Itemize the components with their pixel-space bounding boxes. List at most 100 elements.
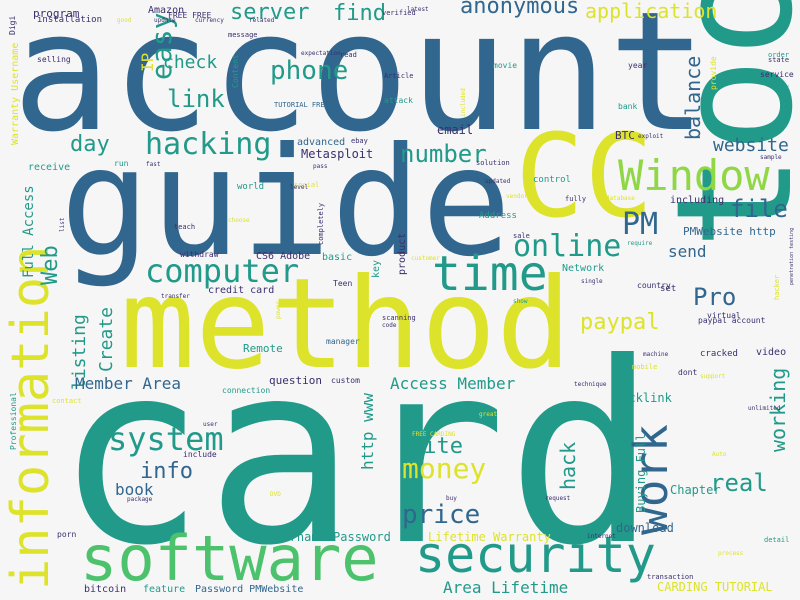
word-metasploit: Metasploit: [301, 147, 374, 161]
word-support: support: [700, 373, 726, 380]
word-cc: CC: [515, 110, 654, 244]
word-fully: fully: [565, 195, 587, 203]
word-dont: dont: [678, 368, 698, 377]
word-user: user: [203, 421, 218, 428]
word-question: question: [269, 374, 322, 387]
word-paypal-account: paypal account: [698, 316, 766, 325]
word-request: request: [545, 495, 571, 502]
word-article: Article: [384, 72, 414, 80]
word-number: number: [400, 140, 487, 168]
word-latest: latest: [407, 6, 429, 13]
word-solution: solution: [476, 159, 510, 167]
word-code: code: [382, 322, 397, 329]
word-transaction: transaction: [647, 573, 694, 581]
word-provide: provide: [709, 56, 718, 90]
word-internet: internet: [587, 533, 616, 540]
word-auto: Auto: [712, 451, 727, 458]
word-choose: choose: [228, 217, 250, 224]
word-email: email: [437, 123, 474, 137]
word-great: great: [479, 411, 498, 418]
word-amazon: Amazon: [148, 5, 185, 16]
word-link: link: [167, 85, 225, 113]
word-machine: machine: [643, 351, 669, 358]
word-video: video: [756, 347, 787, 358]
word-hack: hack: [556, 441, 580, 490]
word-cs6-adobe: CS6 Adobe: [256, 251, 311, 262]
word-server: server: [230, 0, 310, 25]
word-dvd: DVD: [270, 491, 281, 498]
word-hacking: hacking: [145, 127, 272, 162]
word-require: require: [627, 240, 653, 247]
word-update: update: [154, 17, 176, 24]
word-download: download: [616, 521, 674, 535]
word-key: key: [371, 259, 382, 278]
word-including: including: [670, 195, 725, 206]
word-find: find: [333, 1, 386, 26]
word-buy: buy: [446, 495, 457, 502]
word-world: world: [237, 182, 265, 192]
word-lifetime-warranty: Lifetime Warranty: [428, 530, 551, 544]
word-area-lifetime: Area Lifetime: [443, 578, 569, 597]
word-full-access: Full Access: [21, 185, 37, 278]
word-updated: updated: [485, 178, 511, 185]
word-username-password: Username Password: [268, 530, 391, 544]
word-country: country: [637, 281, 671, 290]
word-virtual: virtual: [707, 311, 741, 320]
word-connection: connection: [222, 386, 271, 395]
word-credit-card: credit card: [208, 285, 275, 296]
word-scanning: scanning: [382, 314, 416, 322]
word-contact: contact: [52, 397, 82, 405]
word-online: online: [513, 229, 622, 264]
word-paypal: paypal: [580, 310, 660, 335]
word-show: show: [513, 298, 528, 305]
word-price: price: [402, 500, 481, 530]
word-balance: balance: [681, 55, 705, 140]
word-backlink: Backlink: [614, 391, 672, 405]
word-bitcoin: bitcoin: [84, 584, 127, 595]
word-technique: technique: [574, 381, 607, 388]
word-product: product: [397, 232, 408, 275]
word-customer: customer: [411, 255, 440, 262]
word-teen: Teen: [333, 279, 353, 288]
word-message: message: [228, 31, 258, 39]
word-sample: sample: [760, 154, 782, 161]
word-mobile: mobile: [632, 363, 658, 371]
word-warranty-username: Warranty Username: [10, 42, 21, 145]
word-currency: currency: [195, 17, 224, 24]
word-transfer: transfer: [161, 293, 190, 300]
word-network: Network: [562, 263, 605, 274]
word-teach: teach: [174, 223, 196, 231]
word-included: included: [460, 88, 467, 117]
word-professional: Professional: [9, 392, 18, 450]
word-withdraw: withdraw: [180, 250, 219, 259]
word-control: control: [533, 175, 571, 185]
word-related: related: [249, 17, 275, 24]
word-bank: bank: [618, 102, 638, 111]
word-pm: PM: [622, 207, 659, 242]
word-info: info: [140, 459, 193, 484]
word-feature: feature: [143, 584, 186, 595]
word-free-carding: FREE CARDING: [412, 431, 456, 438]
word-card: card: [55, 309, 658, 600]
word-ip: IP: [138, 52, 157, 72]
word-year: year: [628, 61, 648, 70]
word-basic: basic: [322, 252, 353, 263]
word-system: system: [108, 420, 224, 458]
word-verified: verified: [382, 9, 416, 17]
word-member-area: Member Area: [75, 374, 181, 393]
word-pmwebsite-http: PMWebsite http: [683, 225, 776, 238]
word-ebay: ebay: [351, 137, 368, 145]
word-database: database: [606, 195, 635, 202]
word-btc: BTC: [615, 129, 635, 142]
word-include: include: [183, 450, 217, 459]
word-porn: porn: [57, 530, 77, 539]
word-pass: pass: [313, 163, 328, 170]
word-unlimited: unlimited: [748, 405, 781, 412]
word-movie: movie: [493, 61, 518, 70]
word-process: process: [718, 550, 744, 557]
word-window: Window: [618, 151, 770, 200]
word-vendor: vendor: [506, 193, 528, 200]
word-digi: Digi: [8, 15, 17, 35]
word-application: application: [585, 0, 718, 23]
